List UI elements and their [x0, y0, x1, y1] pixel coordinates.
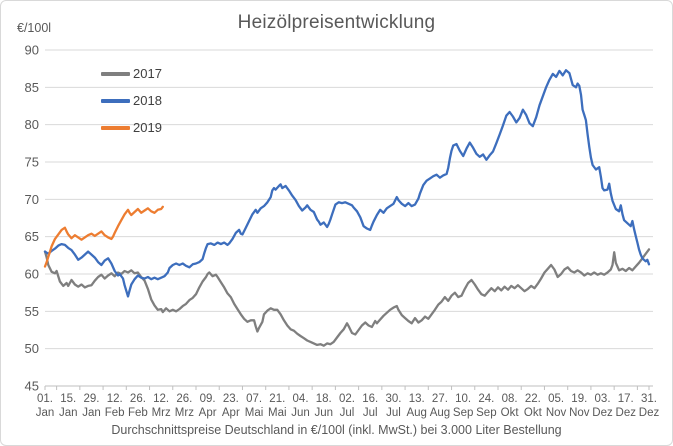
chart-caption: Durchschnittspreise Deutschland in €/100…	[111, 423, 562, 437]
x-tick-label-day: 26.	[176, 393, 192, 405]
legend-line-marker-2018	[101, 98, 130, 103]
x-tick-label-month: Jun	[291, 407, 310, 419]
x-tick-label-month: Feb	[105, 407, 125, 419]
x-tick-label-day: 30.	[385, 393, 401, 405]
x-tick-label-day: 18.	[316, 393, 332, 405]
legend-label-2017: 2017	[133, 66, 162, 81]
y-tick-label: 55	[25, 304, 39, 319]
x-tick-label-month: Jul	[340, 407, 355, 419]
y-tick-label: 75	[25, 155, 39, 170]
y-tick-label: 80	[25, 117, 39, 132]
x-tick-label-day: 01.	[37, 393, 53, 405]
legend-label-2019: 2019	[133, 120, 162, 135]
x-tick-label-month: Dez	[616, 407, 637, 419]
x-tick-label-day: 09.	[200, 393, 216, 405]
x-tick-label-month: Nov	[546, 407, 567, 419]
x-tick-label-day: 02.	[339, 393, 355, 405]
x-tick-label-day: 15.	[60, 393, 76, 405]
x-tick-label-day: 26.	[130, 393, 146, 405]
x-tick-label-day: 23.	[223, 393, 239, 405]
x-tick-label-month: Mai	[268, 407, 287, 419]
x-tick-label-month: Feb	[128, 407, 148, 419]
y-tick-label: 45	[25, 379, 39, 394]
x-tick-label-day: 10.	[455, 393, 471, 405]
legend-item-2019: 2019	[101, 119, 162, 136]
x-tick-label-month: Nov	[569, 407, 590, 419]
x-tick-label-day: 07.	[246, 393, 262, 405]
x-tick-label-day: 13.	[409, 393, 425, 405]
x-tick-label-day: 12.	[153, 393, 169, 405]
chart-title: Heizölpreisentwicklung	[237, 12, 436, 33]
x-tick-label-month: Jan	[36, 407, 55, 419]
x-tick-label-day: 03.	[595, 393, 611, 405]
x-tick-label-day: 27.	[432, 393, 448, 405]
y-tick-label: 90	[25, 43, 39, 58]
y-tick-label: 50	[25, 341, 39, 356]
y-tick-label: 70	[25, 192, 39, 207]
series-line-2019	[43, 205, 164, 268]
x-tick-label-month: Apr	[222, 407, 240, 419]
x-tick-label-day: 19.	[571, 393, 587, 405]
y-tick-label: 60	[25, 267, 39, 282]
legend-line-marker-2017	[101, 71, 130, 76]
x-tick-label-month: Jan	[59, 407, 78, 419]
legend-line-marker-2019	[101, 125, 130, 130]
legend-label-2018: 2018	[133, 93, 162, 108]
x-tick-label-month: Mrz	[175, 407, 194, 419]
x-tick-label-month: Jan	[82, 407, 101, 419]
x-tick-label-month: Jul	[363, 407, 378, 419]
x-tick-label-month: Sep	[476, 407, 496, 419]
y-axis-unit-label: €/100l	[17, 21, 52, 35]
x-tick-label-month: Okt	[524, 407, 543, 419]
x-tick-label-day: 21.	[269, 393, 285, 405]
x-tick-label-month: Jun	[314, 407, 333, 419]
x-tick-label-month: Aug	[406, 407, 426, 419]
x-tick-label-month: Sep	[453, 407, 473, 419]
x-tick-label-month: Jul	[386, 407, 401, 419]
y-tick-label: 65	[25, 229, 39, 244]
x-tick-label-day: 22.	[525, 393, 541, 405]
x-tick-label-month: Apr	[199, 407, 217, 419]
legend-item-2017: 2017	[101, 65, 162, 82]
x-tick-label-day: 04.	[293, 393, 309, 405]
x-tick-label-day: 08.	[502, 393, 518, 405]
y-tick-label: 85	[25, 80, 39, 95]
x-tick-label-month: Mai	[245, 407, 264, 419]
x-tick-label-month: Mrz	[152, 407, 171, 419]
x-tick-label-month: Dez	[592, 407, 613, 419]
x-tick-label-month: Okt	[501, 407, 520, 419]
legend-item-2018: 2018	[101, 92, 162, 109]
x-tick-label-day: 05.	[548, 393, 564, 405]
x-tick-label-day: 31.	[641, 393, 657, 405]
x-tick-label-day: 16.	[362, 393, 378, 405]
series-line-2018	[43, 69, 651, 298]
series-line-2017	[43, 248, 651, 347]
x-tick-label-day: 17.	[618, 393, 634, 405]
x-tick-label-month: Dez	[639, 407, 660, 419]
x-tick-label-day: 24.	[478, 393, 494, 405]
x-tick-label-day: 12.	[107, 393, 123, 405]
chart-legend: 2017 2018 2019	[101, 65, 162, 136]
x-tick-label-month: Aug	[430, 407, 450, 419]
x-tick-label-day: 29.	[83, 393, 99, 405]
